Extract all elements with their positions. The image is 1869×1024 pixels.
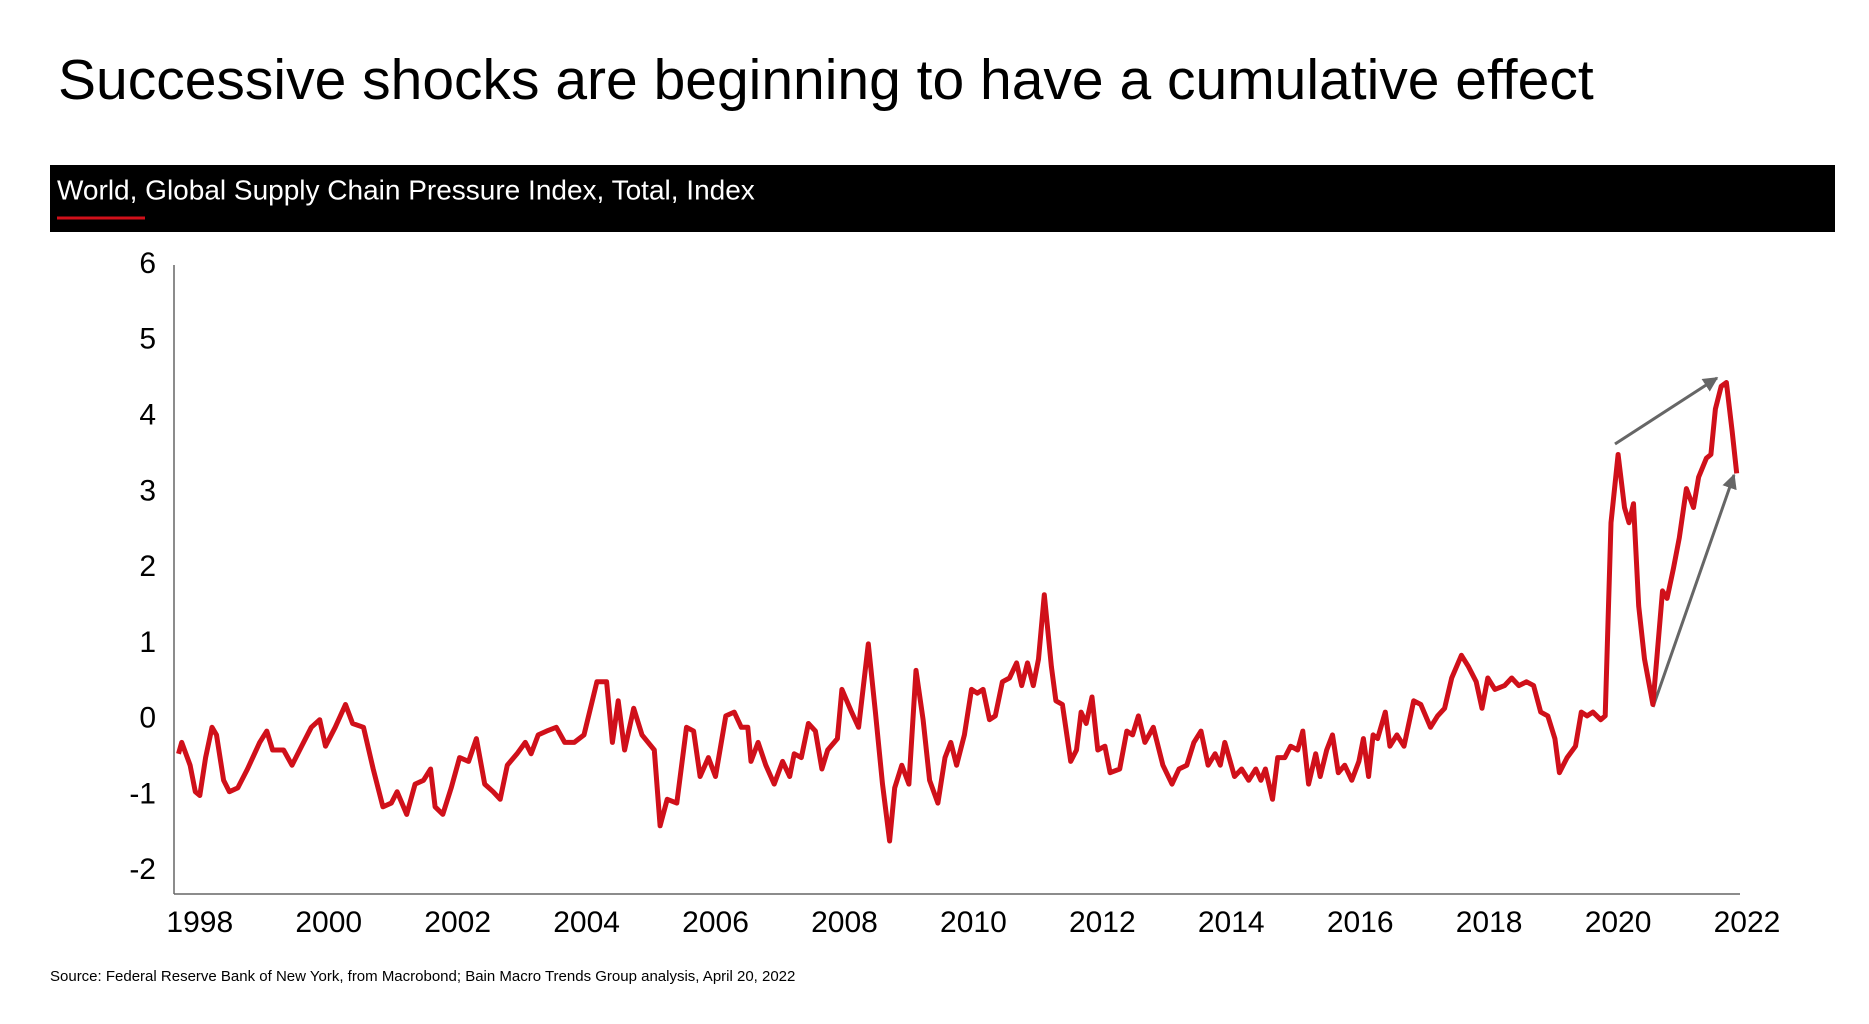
y-tick-label: 6 [139, 247, 156, 280]
x-tick-label: 2012 [1069, 906, 1136, 939]
y-tick-label: 3 [139, 474, 156, 507]
legend-bar [50, 165, 1835, 232]
x-tick-label: 2004 [553, 906, 620, 939]
source-note: Source: Federal Reserve Bank of New York… [50, 968, 795, 985]
x-tick-label: 2010 [940, 906, 1007, 939]
arrow [1614, 376, 1719, 446]
x-tick-label: 2014 [1198, 906, 1265, 939]
y-tick-label: 1 [139, 626, 156, 659]
y-tick-label: 0 [139, 702, 156, 735]
arrow [1651, 473, 1737, 708]
y-tick-label: -1 [129, 777, 156, 810]
x-tick-label: 2016 [1327, 906, 1394, 939]
x-tick-label: 2000 [295, 906, 362, 939]
x-tick-label: 2006 [682, 906, 749, 939]
chart-title: Successive shocks are beginning to have … [58, 48, 1594, 112]
x-tick-label: 2022 [1714, 906, 1781, 939]
x-tick-label: 2020 [1585, 906, 1652, 939]
y-tick-label: 4 [139, 398, 156, 431]
legend-label: World, Global Supply Chain Pressure Inde… [57, 174, 755, 205]
series-line [176, 380, 1740, 844]
y-tick-label: 5 [139, 323, 156, 356]
x-tick-label: 1998 [166, 906, 233, 939]
x-tick-label: 2008 [811, 906, 878, 939]
y-tick-label: 2 [139, 550, 156, 583]
y-tick-label: -2 [129, 853, 156, 886]
x-tick-label: 2002 [424, 906, 491, 939]
x-tick-label: 2018 [1456, 906, 1523, 939]
